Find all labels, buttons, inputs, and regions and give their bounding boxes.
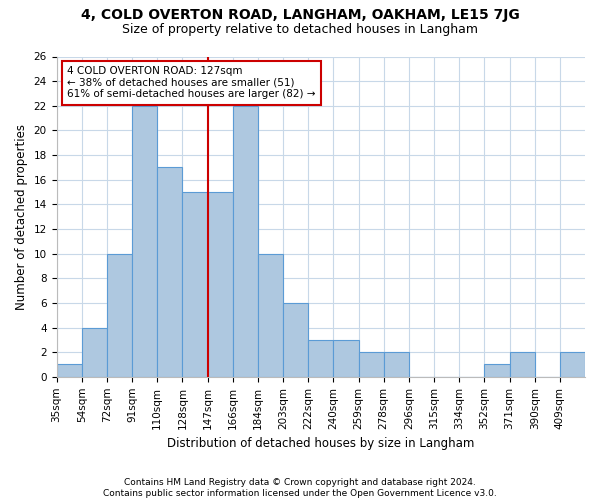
Bar <box>509 352 535 377</box>
Bar <box>560 352 585 377</box>
X-axis label: Distribution of detached houses by size in Langham: Distribution of detached houses by size … <box>167 437 475 450</box>
Bar <box>208 192 233 377</box>
Y-axis label: Number of detached properties: Number of detached properties <box>15 124 28 310</box>
Bar <box>283 303 308 377</box>
Bar <box>82 328 107 377</box>
Text: 4, COLD OVERTON ROAD, LANGHAM, OAKHAM, LE15 7JG: 4, COLD OVERTON ROAD, LANGHAM, OAKHAM, L… <box>80 8 520 22</box>
Text: Contains HM Land Registry data © Crown copyright and database right 2024.
Contai: Contains HM Land Registry data © Crown c… <box>103 478 497 498</box>
Bar <box>484 364 509 377</box>
Text: 4 COLD OVERTON ROAD: 127sqm
← 38% of detached houses are smaller (51)
61% of sem: 4 COLD OVERTON ROAD: 127sqm ← 38% of det… <box>67 66 316 100</box>
Bar <box>107 254 132 377</box>
Bar <box>56 364 82 377</box>
Bar <box>359 352 383 377</box>
Bar <box>233 106 258 377</box>
Bar <box>258 254 283 377</box>
Bar <box>157 168 182 377</box>
Bar <box>132 106 157 377</box>
Bar <box>383 352 409 377</box>
Bar <box>182 192 208 377</box>
Text: Size of property relative to detached houses in Langham: Size of property relative to detached ho… <box>122 22 478 36</box>
Bar <box>334 340 359 377</box>
Bar <box>308 340 334 377</box>
